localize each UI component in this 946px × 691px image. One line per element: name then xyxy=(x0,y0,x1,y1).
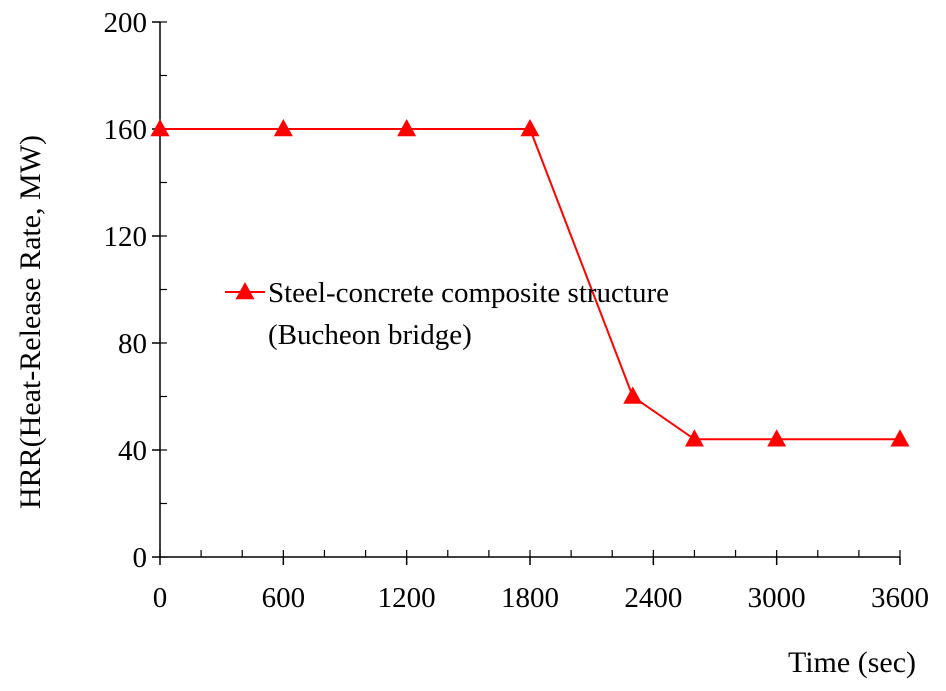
data-point-marker xyxy=(520,119,540,137)
data-point-marker xyxy=(767,429,787,447)
axes: 0 40 80 120 160 200 0 600 1200 1800 2400 3000 3600 xyxy=(104,7,930,614)
x-tick-label: 1800 xyxy=(501,582,559,614)
x-tick-label: 1200 xyxy=(378,582,436,614)
legend-label-line1: Steel-concrete composite structure xyxy=(268,277,669,309)
x-axis-title: Time (sec) xyxy=(788,646,916,679)
series-line xyxy=(160,128,900,441)
y-axis-title: HRR(Heat-Release Rate, MW) xyxy=(14,135,47,509)
x-tick-label: 3000 xyxy=(748,582,806,614)
data-point-marker xyxy=(684,429,704,447)
data-point-marker xyxy=(273,119,293,137)
x-tick-label: 2400 xyxy=(624,582,682,614)
data-point-marker xyxy=(150,119,170,137)
legend: Steel-concrete composite structure (Buch… xyxy=(225,277,669,351)
x-axis-ticks: 0 600 1200 1800 2400 3000 3600 xyxy=(153,550,929,614)
series-layer xyxy=(150,119,910,447)
data-point-marker xyxy=(623,386,643,404)
x-tick-label: 0 xyxy=(153,582,168,614)
data-point-marker xyxy=(890,429,910,447)
y-tick-label: 80 xyxy=(118,328,147,360)
y-tick-label: 200 xyxy=(104,7,148,39)
y-tick-label: 160 xyxy=(104,114,148,146)
y-tick-label: 0 xyxy=(133,542,148,574)
data-point-marker xyxy=(397,119,417,137)
legend-label-line2: (Bucheon bridge) xyxy=(268,319,472,351)
y-axis-ticks: 0 40 80 120 160 200 xyxy=(104,7,167,574)
y-tick-label: 120 xyxy=(104,221,148,253)
x-tick-label: 600 xyxy=(262,582,306,614)
legend-triangle-marker xyxy=(235,282,255,300)
x-tick-label: 3600 xyxy=(871,582,929,614)
y-tick-label: 40 xyxy=(118,435,147,467)
